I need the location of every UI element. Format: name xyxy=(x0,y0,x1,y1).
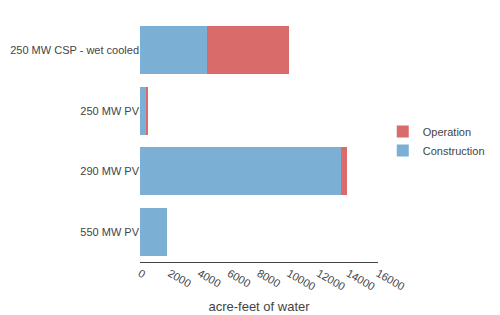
svg-text:16000: 16000 xyxy=(374,267,406,293)
svg-text:10000: 10000 xyxy=(285,267,317,293)
svg-text:250 MW CSP - wet cooled: 250 MW CSP - wet cooled xyxy=(10,44,139,56)
svg-text:Construction: Construction xyxy=(423,145,485,157)
svg-text:0: 0 xyxy=(136,267,147,280)
svg-text:acre-feet of water: acre-feet of water xyxy=(208,299,310,314)
svg-text:250 MW PV: 250 MW PV xyxy=(80,105,139,117)
svg-text:Operation: Operation xyxy=(423,126,471,138)
svg-text:8000: 8000 xyxy=(255,267,282,290)
svg-text:4000: 4000 xyxy=(196,267,223,290)
svg-text:550 MW PV: 550 MW PV xyxy=(80,226,139,238)
svg-text:14000: 14000 xyxy=(345,267,377,293)
svg-text:2000: 2000 xyxy=(166,267,193,290)
svg-text:12000: 12000 xyxy=(315,267,347,293)
svg-text:6000: 6000 xyxy=(226,267,253,290)
svg-text:290 MW PV: 290 MW PV xyxy=(80,165,139,177)
